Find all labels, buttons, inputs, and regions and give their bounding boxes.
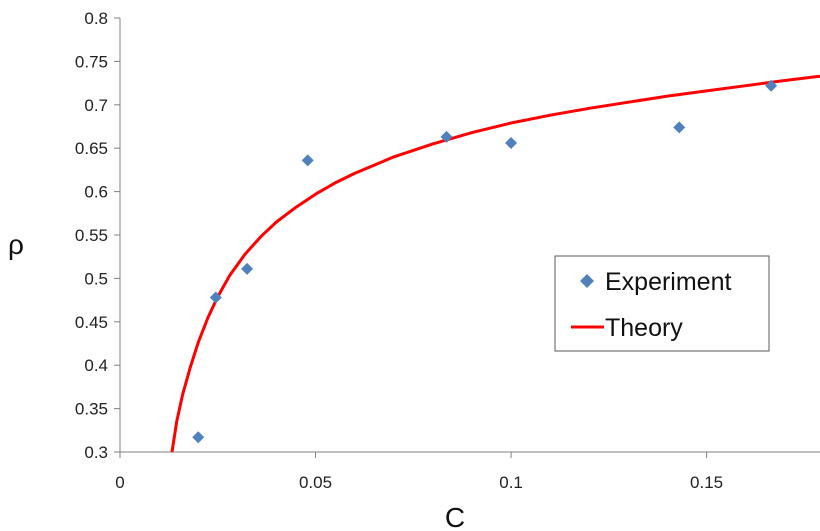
y-tick-label: 0.5 bbox=[84, 269, 108, 288]
theory-curve bbox=[170, 74, 820, 453]
legend-experiment-label: Experiment bbox=[605, 268, 731, 296]
axes bbox=[114, 17, 820, 458]
y-tick-label: 0.7 bbox=[84, 96, 108, 115]
x-tick-label: 0 bbox=[115, 473, 124, 492]
y-tick-label: 0.3 bbox=[84, 443, 108, 462]
experiment-point bbox=[505, 136, 518, 149]
y-tick-label: 0.4 bbox=[84, 356, 108, 375]
x-tick-label: 0.1 bbox=[499, 473, 523, 492]
y-tick-labels: 0.3 0.35 0.4 0.45 0.5 0.55 0.6 0.65 0.7 0.75 0.8 bbox=[75, 9, 108, 462]
x-tick-labels: 0 0.05 0.1 0.15 bbox=[115, 473, 723, 492]
legend-experiment-marker bbox=[580, 274, 594, 288]
experiment-point bbox=[301, 154, 314, 167]
y-tick-label: 0.35 bbox=[75, 400, 108, 419]
x-axis-title: C bbox=[445, 502, 465, 531]
legend: Experiment Theory bbox=[554, 255, 770, 352]
y-tick-label: 0.55 bbox=[75, 226, 108, 245]
y-tick-label: 0.8 bbox=[84, 9, 108, 28]
experiment-point bbox=[673, 121, 686, 134]
y-axis-title: ρ bbox=[8, 229, 24, 260]
x-tick-label: 0.15 bbox=[690, 473, 723, 492]
y-tick-label: 0.6 bbox=[84, 183, 108, 202]
x-tick-label: 0.05 bbox=[299, 473, 332, 492]
y-tick-label: 0.65 bbox=[75, 139, 108, 158]
y-tick-label: 0.45 bbox=[75, 313, 108, 332]
experiment-point bbox=[440, 130, 453, 143]
experiment-point bbox=[192, 431, 205, 444]
experiment-point bbox=[209, 291, 222, 304]
series-layer bbox=[170, 74, 820, 453]
legend-box bbox=[554, 255, 770, 352]
experiment-point bbox=[765, 79, 778, 92]
legend-theory-label: Theory bbox=[605, 314, 683, 342]
y-tick-label: 0.75 bbox=[75, 52, 108, 71]
experiment-point bbox=[241, 262, 254, 275]
